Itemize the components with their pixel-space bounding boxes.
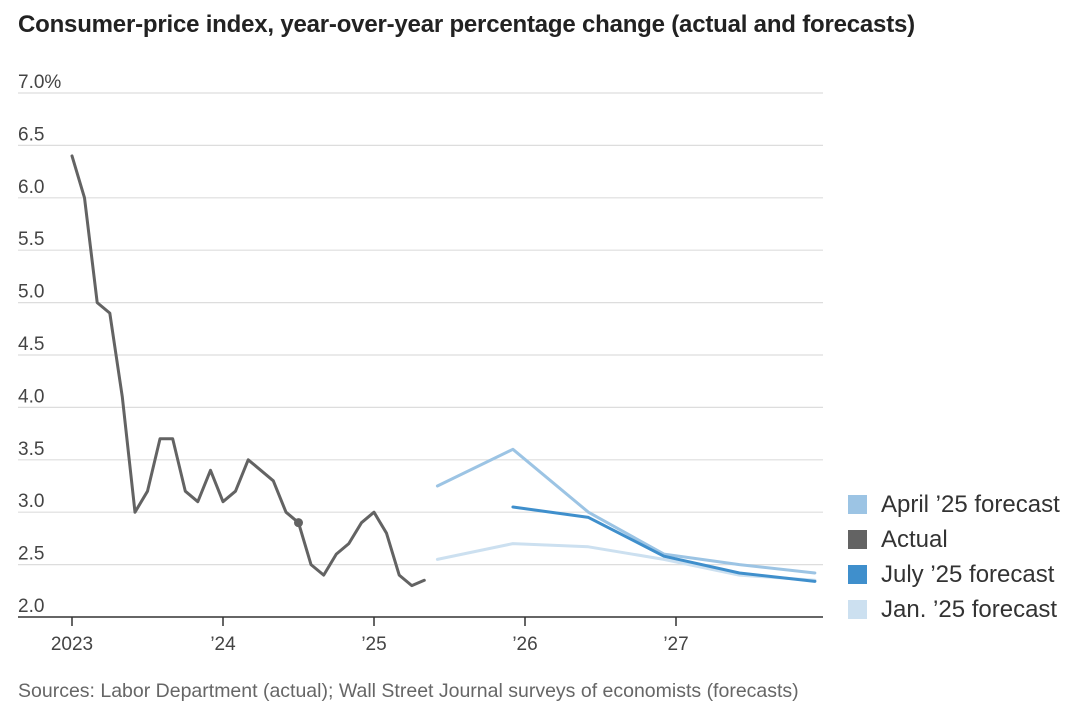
y-axis-labels: 7.0% 6.5 6.0 5.5 5.0 4.5 4.0 3.5 3.0 2.5 2.0 <box>18 72 61 617</box>
chart-title: Consumer-price index, year-over-year per… <box>18 11 915 38</box>
legend-label-actual: Actual <box>881 525 948 553</box>
x-tick-label: ’27 <box>663 634 688 655</box>
y-tick-label: 5.0 <box>18 282 44 303</box>
series-line-actual <box>70 154 426 588</box>
source-note: Sources: Labor Department (actual); Wall… <box>18 680 799 702</box>
x-tick-label: 2023 <box>51 634 93 655</box>
x-tick-label: ’24 <box>210 634 236 655</box>
legend-swatch-actual <box>848 530 867 549</box>
series-line-april-25-forecast <box>435 447 817 575</box>
legend-swatch-april <box>848 495 867 514</box>
y-tick-label: 3.5 <box>18 439 44 460</box>
y-tick-label: 4.5 <box>18 334 44 355</box>
data-point-marker <box>294 518 303 528</box>
y-tick-label: 3.0 <box>18 491 44 512</box>
legend-item-july-forecast: July ’25 forecast <box>848 557 1060 592</box>
legend-item-jan-forecast: Jan. ’25 forecast <box>848 592 1060 627</box>
y-tick-label: 2.0 <box>18 596 44 617</box>
series-lines <box>70 154 817 588</box>
legend-label-july: July ’25 forecast <box>881 560 1055 588</box>
legend-swatch-july <box>848 565 867 584</box>
y-tick-label: 7.0% <box>18 72 61 93</box>
y-tick-label: 6.5 <box>18 124 44 145</box>
x-axis: 2023 ’24 ’25 ’26 ’27 <box>18 616 823 655</box>
legend-label-april: April ’25 forecast <box>881 490 1060 518</box>
y-tick-label: 4.0 <box>18 386 44 407</box>
x-tick-label: ’25 <box>361 634 386 655</box>
grid-lines <box>18 92 823 566</box>
legend-label-jan: Jan. ’25 forecast <box>881 595 1058 623</box>
legend-item-april-forecast: April ’25 forecast <box>848 487 1060 522</box>
legend: April ’25 forecast Actual July ’25 forec… <box>848 487 1060 627</box>
y-tick-label: 5.5 <box>18 229 44 250</box>
y-tick-label: 2.5 <box>18 544 44 565</box>
legend-item-actual: Actual <box>848 522 1060 557</box>
series-line-jan-25-forecast <box>435 542 817 582</box>
y-tick-label: 6.0 <box>18 177 44 198</box>
legend-swatch-jan <box>848 600 867 619</box>
series-line-july-25-forecast <box>511 505 817 583</box>
x-tick-label: ’26 <box>512 634 537 655</box>
